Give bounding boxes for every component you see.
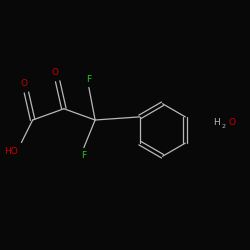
Text: F: F bbox=[81, 150, 86, 160]
Text: O: O bbox=[20, 79, 28, 88]
Text: O: O bbox=[52, 68, 59, 77]
Text: 2: 2 bbox=[221, 124, 225, 129]
Text: F: F bbox=[86, 76, 92, 84]
Text: HO: HO bbox=[4, 148, 18, 156]
Text: H: H bbox=[213, 118, 220, 127]
Text: O: O bbox=[228, 118, 235, 127]
